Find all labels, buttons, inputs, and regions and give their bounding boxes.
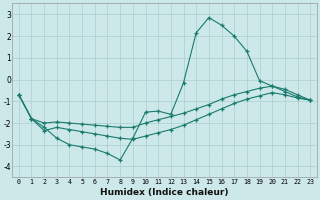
X-axis label: Humidex (Indice chaleur): Humidex (Indice chaleur) — [100, 188, 229, 197]
